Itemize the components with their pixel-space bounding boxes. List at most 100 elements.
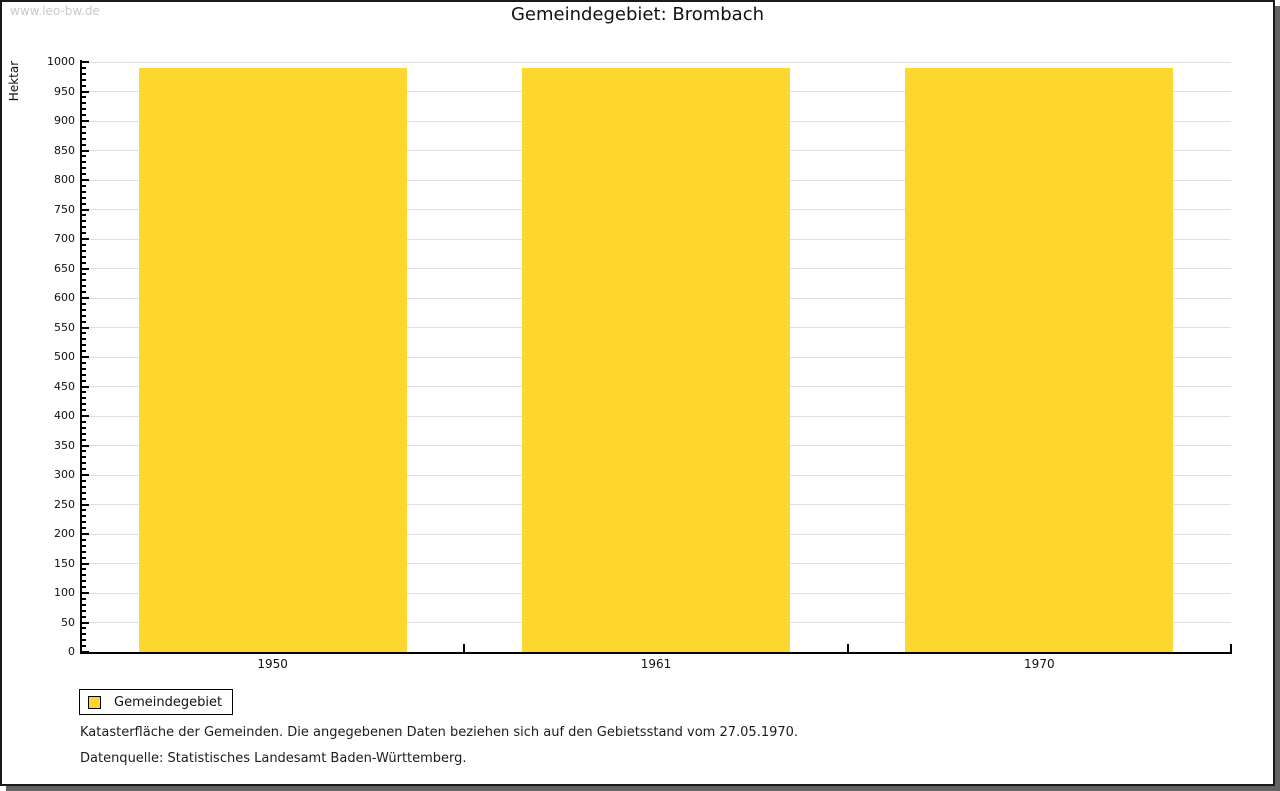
y-axis-minor-tick bbox=[82, 273, 86, 276]
y-axis-minor-tick bbox=[82, 373, 86, 376]
y-axis-major-tick bbox=[82, 385, 89, 388]
y-axis-minor-tick bbox=[82, 173, 86, 176]
y-axis-minor-tick bbox=[82, 468, 86, 471]
y-axis-major-tick bbox=[82, 326, 89, 329]
y-axis-tick-label: 200 bbox=[54, 527, 75, 540]
y-axis-minor-tick bbox=[82, 96, 86, 99]
y-axis-minor-tick bbox=[82, 184, 86, 187]
x-axis-category-label: 1950 bbox=[257, 657, 288, 671]
y-axis-minor-tick bbox=[82, 314, 86, 317]
legend-swatch-icon bbox=[88, 695, 101, 709]
y-axis-minor-tick bbox=[82, 308, 86, 311]
bar-1950 bbox=[138, 67, 407, 652]
y-axis-minor-tick bbox=[82, 291, 86, 294]
bar-1961 bbox=[521, 67, 791, 652]
y-axis-minor-tick bbox=[82, 249, 86, 252]
y-axis-minor-tick bbox=[82, 645, 86, 648]
y-axis-tick-label: 650 bbox=[54, 261, 75, 275]
y-axis-minor-tick bbox=[82, 550, 86, 553]
y-axis-minor-tick bbox=[82, 397, 86, 400]
y-axis-minor-tick bbox=[82, 615, 86, 618]
y-axis-minor-tick bbox=[82, 597, 86, 600]
y-axis-tick-label: 400 bbox=[54, 409, 75, 422]
y-axis-tick-label: 1000 bbox=[47, 55, 75, 68]
y-axis-minor-tick bbox=[82, 367, 86, 370]
y-axis-tick-label: 800 bbox=[54, 173, 75, 186]
y-axis-minor-tick bbox=[82, 190, 86, 193]
y-axis-major-tick bbox=[82, 179, 89, 181]
y-axis-minor-tick bbox=[82, 279, 86, 282]
y-axis-minor-tick bbox=[82, 125, 86, 128]
y-axis-minor-tick bbox=[82, 243, 86, 246]
y-axis-minor-tick bbox=[82, 485, 86, 488]
y-axis-tick-label: 950 bbox=[54, 84, 75, 98]
y-axis-minor-tick bbox=[82, 161, 86, 164]
y-axis-minor-tick bbox=[82, 137, 86, 140]
y-axis-minor-tick bbox=[82, 379, 86, 382]
y-axis-minor-tick bbox=[82, 350, 86, 353]
y-axis-minor-tick bbox=[82, 521, 86, 524]
y-axis-minor-tick bbox=[82, 515, 86, 518]
y-axis-major-tick bbox=[82, 356, 89, 358]
y-axis-minor-tick bbox=[82, 167, 86, 170]
y-axis-minor-tick bbox=[82, 438, 86, 441]
y-axis-tick-label: 550 bbox=[54, 320, 75, 334]
y-axis-tick-label: 450 bbox=[54, 379, 75, 393]
y-axis-minor-tick bbox=[82, 155, 86, 158]
legend: Gemeindegebiet bbox=[79, 689, 233, 715]
x-axis-category-label: 1961 bbox=[640, 657, 672, 671]
y-axis-major-tick bbox=[82, 120, 89, 122]
y-axis-major-tick bbox=[82, 533, 89, 535]
legend-label: Gemeindegebiet bbox=[114, 694, 223, 710]
y-axis-minor-tick bbox=[82, 432, 86, 435]
y-axis-minor-tick bbox=[82, 131, 86, 134]
y-axis-minor-tick bbox=[82, 143, 86, 146]
y-axis-tick-label: 100 bbox=[54, 586, 75, 599]
y-axis-minor-tick bbox=[82, 633, 86, 636]
y-axis-minor-tick bbox=[82, 426, 86, 429]
y-axis-minor-tick bbox=[82, 491, 86, 494]
y-axis-minor-tick bbox=[82, 574, 86, 577]
y-axis-major-tick bbox=[82, 90, 89, 93]
y-axis-tick-label: 150 bbox=[54, 556, 75, 570]
y-axis-minor-tick bbox=[82, 391, 86, 394]
bar-1970 bbox=[905, 67, 1174, 652]
y-axis-minor-tick bbox=[82, 456, 86, 459]
x-axis-boundary-tick bbox=[846, 644, 849, 652]
y-axis-minor-tick bbox=[82, 66, 86, 69]
gridline bbox=[81, 61, 1231, 63]
y-axis-minor-tick bbox=[82, 462, 86, 465]
y-axis-tick-label: 350 bbox=[54, 438, 75, 452]
y-axis-minor-tick bbox=[82, 627, 86, 630]
x-axis-boundary-tick bbox=[1230, 644, 1232, 652]
y-axis-minor-tick bbox=[82, 479, 86, 482]
y-axis-minor-tick bbox=[82, 544, 86, 547]
y-axis-minor-tick bbox=[82, 261, 86, 264]
y-axis-tick-label: 750 bbox=[54, 202, 75, 216]
y-axis-tick-label: 0 bbox=[68, 645, 75, 658]
x-axis-category-label: 1970 bbox=[1024, 657, 1055, 671]
y-axis-minor-tick bbox=[82, 338, 86, 341]
y-axis-tick-label: 500 bbox=[54, 350, 75, 363]
y-axis-minor-tick bbox=[82, 226, 86, 229]
y-axis-major-tick bbox=[82, 267, 89, 270]
y-axis-minor-tick bbox=[82, 232, 86, 235]
y-axis-minor-tick bbox=[82, 403, 86, 406]
y-axis-line bbox=[80, 60, 82, 654]
y-axis-minor-tick bbox=[82, 84, 86, 87]
y-axis-minor-tick bbox=[82, 255, 86, 258]
y-axis-minor-tick bbox=[82, 538, 86, 541]
y-axis-minor-tick bbox=[82, 361, 86, 364]
y-axis-major-tick bbox=[82, 208, 89, 211]
y-axis-tick-label: 50 bbox=[61, 615, 75, 629]
caption-data-source: Datenquelle: Statistisches Landesamt Bad… bbox=[80, 751, 467, 766]
y-axis-minor-tick bbox=[82, 332, 86, 335]
x-axis-boundary-tick bbox=[463, 644, 466, 652]
y-axis-major-tick bbox=[82, 503, 89, 506]
y-axis-minor-tick bbox=[82, 556, 86, 559]
y-axis-minor-tick bbox=[82, 586, 86, 589]
y-axis-minor-tick bbox=[82, 108, 86, 111]
y-axis-minor-tick bbox=[82, 285, 86, 288]
y-axis-minor-tick bbox=[82, 639, 86, 642]
